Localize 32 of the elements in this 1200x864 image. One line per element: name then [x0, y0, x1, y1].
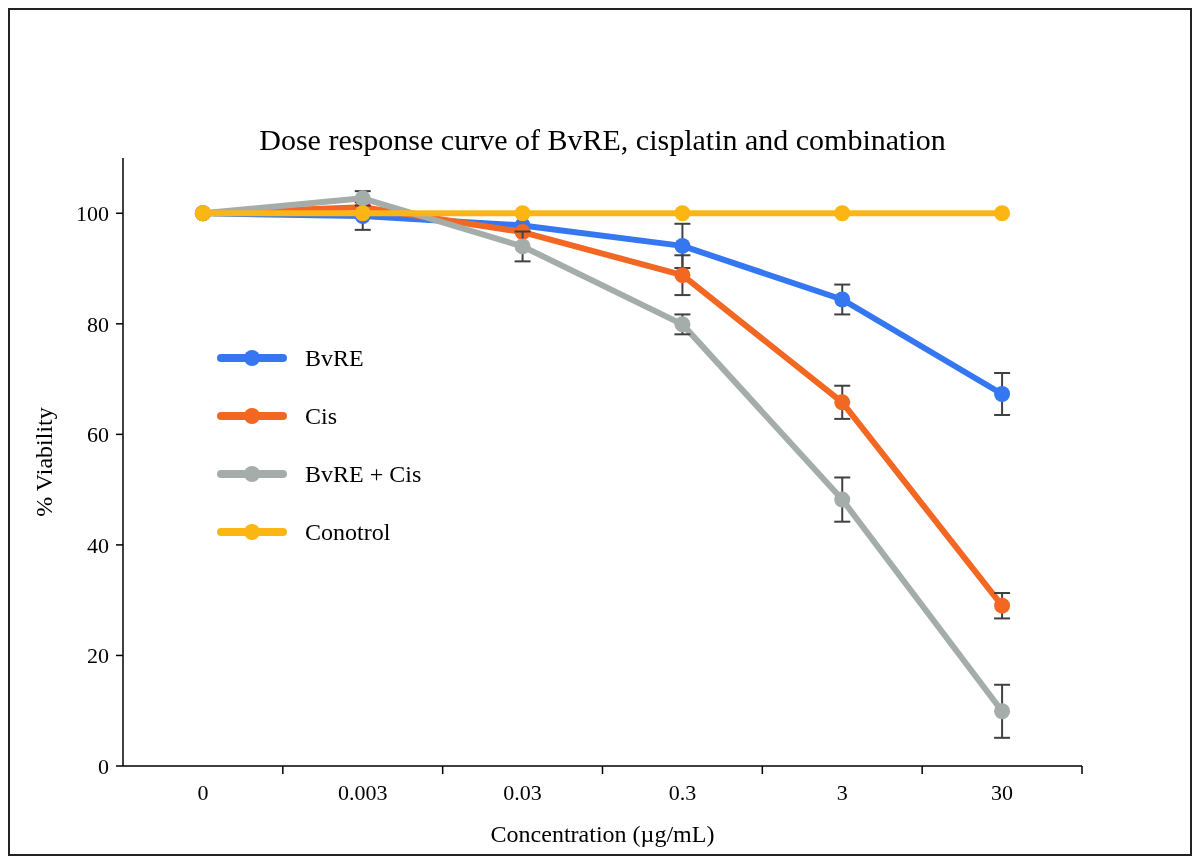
- x-tick-label: 0: [197, 780, 209, 805]
- x-tick-label: 3: [836, 780, 848, 805]
- point: [674, 205, 691, 222]
- y-tick-label: 20: [87, 643, 109, 669]
- point: [994, 597, 1011, 614]
- point: [834, 291, 851, 308]
- point: [834, 205, 851, 222]
- legend-label: BvRE: [305, 345, 364, 372]
- y-tick-label: 100: [76, 200, 109, 226]
- point: [994, 703, 1011, 720]
- x-tick-label: 30: [991, 780, 1014, 805]
- point: [994, 386, 1011, 403]
- y-tick-label: 40: [87, 532, 109, 558]
- chart-title: Dose response curve of BvRE, cisplatin and combination: [259, 123, 946, 156]
- x-tick-label: 0.03: [503, 780, 542, 805]
- point: [514, 205, 531, 222]
- legend-label: Cis: [305, 403, 338, 430]
- point: [994, 205, 1011, 222]
- x-tick-label: 0.3: [668, 780, 697, 805]
- y-axis-title: % Viability: [31, 407, 57, 517]
- x-axis-title: Concentration (µg/mL): [490, 821, 715, 847]
- y-tick-label: 80: [87, 311, 109, 337]
- point: [674, 267, 691, 284]
- point: [834, 394, 851, 411]
- point: [834, 491, 851, 508]
- point: [514, 238, 531, 255]
- legend-label: BvRE + Cis: [305, 461, 422, 488]
- point: [674, 237, 691, 254]
- legend-label: Conotrol: [305, 519, 391, 546]
- x-tick-label: 0.003: [338, 780, 388, 805]
- y-tick-label: 0: [98, 753, 109, 779]
- y-tick-label: 60: [87, 422, 109, 448]
